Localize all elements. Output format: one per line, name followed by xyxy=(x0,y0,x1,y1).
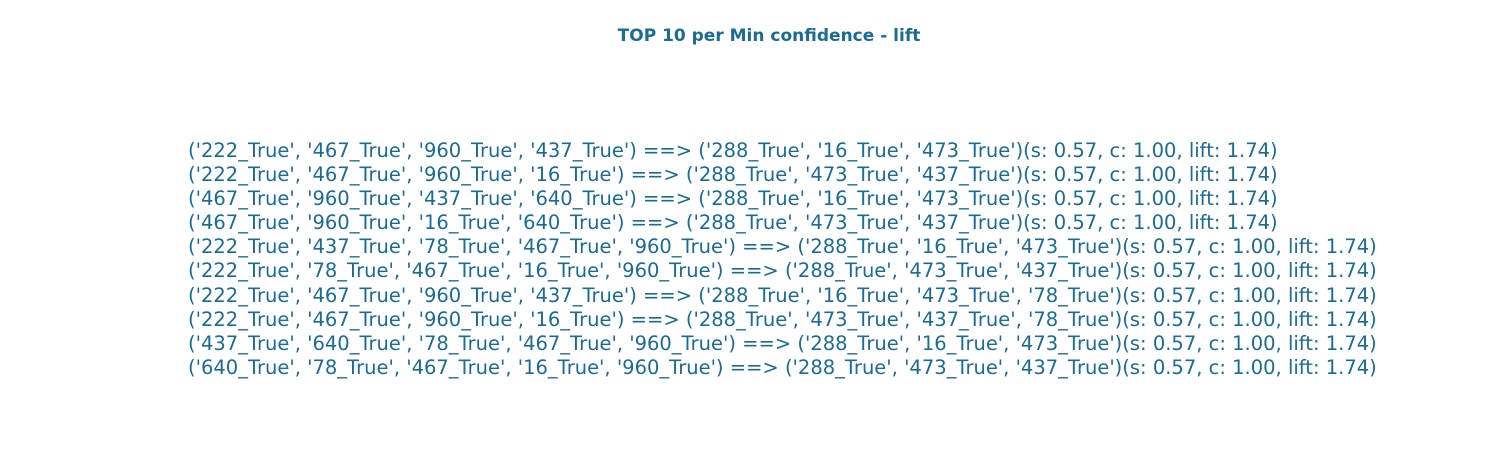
rule-line-5: ('222_True', '437_True', '78_True', '467… xyxy=(188,235,1377,259)
rule-line-7: ('222_True', '467_True', '960_True', '43… xyxy=(188,283,1377,307)
rule-line-6: ('222_True', '78_True', '467_True', '16_… xyxy=(188,259,1377,283)
rule-line-3: ('467_True', '960_True', '437_True', '64… xyxy=(188,187,1278,211)
rule-line-4: ('467_True', '960_True', '16_True', '640… xyxy=(188,211,1278,235)
rule-line-2: ('222_True', '467_True', '960_True', '16… xyxy=(188,163,1278,187)
rule-line-9: ('437_True', '640_True', '78_True', '467… xyxy=(188,331,1377,355)
figure-title: TOP 10 per Min confidence - lift xyxy=(617,26,921,46)
rule-line-10: ('640_True', '78_True', '467_True', '16_… xyxy=(188,355,1377,379)
rule-line-1: ('222_True', '467_True', '960_True', '43… xyxy=(188,139,1278,162)
rule-line-8: ('222_True', '467_True', '960_True', '16… xyxy=(188,307,1377,331)
rules-list: ('222_True', '467_True', '960_True', '43… xyxy=(188,139,1377,380)
